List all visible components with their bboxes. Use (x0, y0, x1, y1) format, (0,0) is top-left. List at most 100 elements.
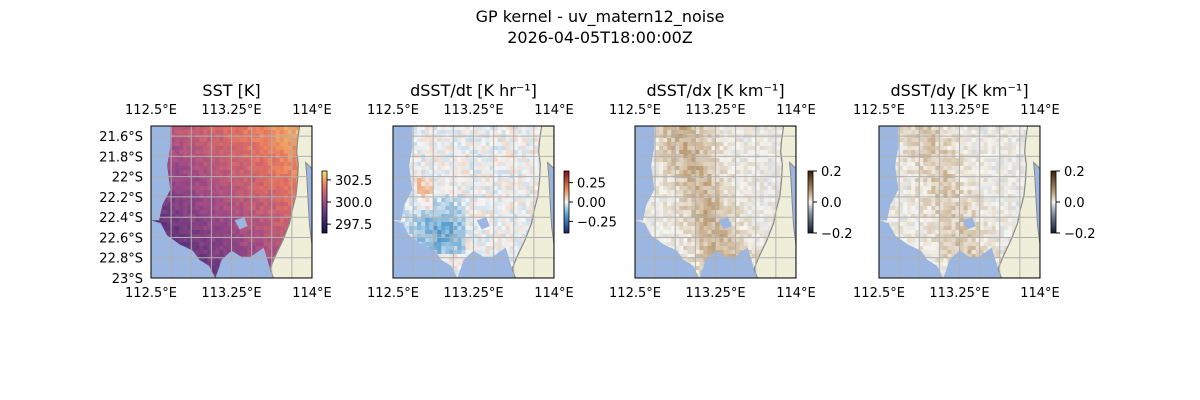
heatmap-cell (505, 206, 511, 211)
heatmap-cell (687, 246, 692, 251)
heatmap-cell (763, 190, 769, 195)
heatmap-cell (409, 178, 414, 183)
heatmap-cell (731, 182, 736, 187)
heatmap-cell (485, 206, 490, 211)
heatmap-cell (469, 198, 474, 203)
heatmap-cell (243, 254, 248, 259)
heatmap-cell (671, 182, 676, 187)
heatmap-cell (203, 162, 208, 167)
heatmap-cell (243, 130, 248, 135)
heatmap-cell (489, 190, 494, 195)
heatmap-cell (719, 190, 724, 195)
heatmap-cell (171, 142, 176, 147)
heatmap-cell (465, 218, 470, 223)
heatmap-cell (513, 142, 519, 147)
heatmap-cell (275, 138, 281, 143)
heatmap-cell (243, 214, 248, 219)
heatmap-cell (179, 238, 184, 243)
heatmap-cell (243, 210, 248, 215)
heatmap-cell (267, 214, 273, 219)
heatmap-cell (767, 218, 773, 223)
heatmap-cell (469, 166, 474, 171)
heatmap-cell (509, 166, 515, 171)
heatmap-cell (259, 150, 265, 155)
heatmap-cell (243, 234, 248, 239)
heatmap-cell (287, 138, 293, 143)
heatmap-cell (525, 138, 531, 143)
heatmap-cell (187, 198, 192, 203)
heatmap-cell (719, 146, 724, 151)
heatmap-cell (747, 142, 753, 147)
heatmap-cell (243, 250, 248, 255)
heatmap-cell (771, 142, 777, 147)
heatmap-cell (417, 230, 422, 235)
heatmap-cell (899, 126, 904, 131)
panel-4: dSST/dy [K km⁻¹]112.5°E 113.25°E 114°E112.… (853, 81, 1096, 301)
heatmap-cell (215, 266, 220, 271)
heatmap-cell (771, 126, 777, 131)
heatmap-cell (279, 138, 285, 143)
heatmap-cell (251, 238, 256, 243)
heatmap-cell (163, 202, 168, 207)
heatmap-cell (199, 130, 204, 135)
heatmap-cell (167, 190, 172, 195)
heatmap-cell (255, 130, 260, 135)
heatmap-cell (707, 226, 712, 231)
heatmap-cell (437, 142, 442, 147)
heatmap-cell (739, 234, 744, 239)
heatmap-cell (275, 214, 281, 219)
heatmap-cell (449, 198, 454, 203)
heatmap-cell (743, 170, 748, 175)
x-tick-label-top: 114°E (292, 103, 332, 118)
heatmap-cell (751, 238, 757, 243)
heatmap-cell (667, 174, 672, 179)
heatmap-cell (453, 174, 458, 179)
heatmap-cell (465, 166, 470, 171)
heatmap-cell (465, 194, 470, 199)
heatmap-cell (703, 258, 708, 263)
heatmap-cell (211, 270, 216, 275)
colorbar-scale (807, 170, 814, 234)
heatmap-cell (223, 182, 228, 187)
heatmap-cell (259, 194, 265, 199)
heatmap-cell (465, 146, 470, 151)
heatmap-cell (215, 170, 220, 175)
heatmap-cell (259, 198, 265, 203)
heatmap-cell (417, 142, 422, 147)
heatmap-cell (413, 138, 418, 143)
heatmap-cell (695, 254, 700, 259)
heatmap-cell (485, 162, 490, 167)
heatmap-cell (723, 186, 728, 191)
heatmap-cell (711, 142, 716, 147)
heatmap-cell (191, 174, 196, 179)
heatmap-cell (533, 138, 539, 143)
heatmap-cell (271, 226, 277, 231)
heatmap-cell (401, 214, 406, 219)
heatmap-cell (739, 130, 744, 135)
heatmap-cell (275, 246, 281, 251)
heatmap-cell (465, 150, 470, 155)
heatmap-cell (207, 202, 212, 207)
heatmap-cell (667, 146, 672, 151)
heatmap-cell (699, 130, 704, 135)
heatmap-cell (493, 210, 498, 215)
heatmap-cell (219, 242, 224, 247)
heatmap-cell (207, 218, 212, 223)
heatmap-cell (263, 166, 269, 171)
heatmap-cell (421, 186, 426, 191)
heatmap-cell (473, 206, 478, 211)
heatmap-cell (433, 186, 438, 191)
heatmap-cell (707, 198, 712, 203)
heatmap-cell (183, 162, 188, 167)
heatmap-cell (211, 138, 216, 143)
heatmap-cell (675, 194, 680, 199)
heatmap-cell (215, 198, 220, 203)
heatmap-cell (251, 146, 256, 151)
heatmap-cell (425, 138, 430, 143)
heatmap-cell (751, 222, 757, 227)
heatmap-cell (477, 238, 482, 243)
heatmap-cell (445, 238, 450, 243)
heatmap-cell (195, 198, 200, 203)
heatmap-cell (655, 206, 660, 211)
heatmap-cell (903, 146, 908, 151)
